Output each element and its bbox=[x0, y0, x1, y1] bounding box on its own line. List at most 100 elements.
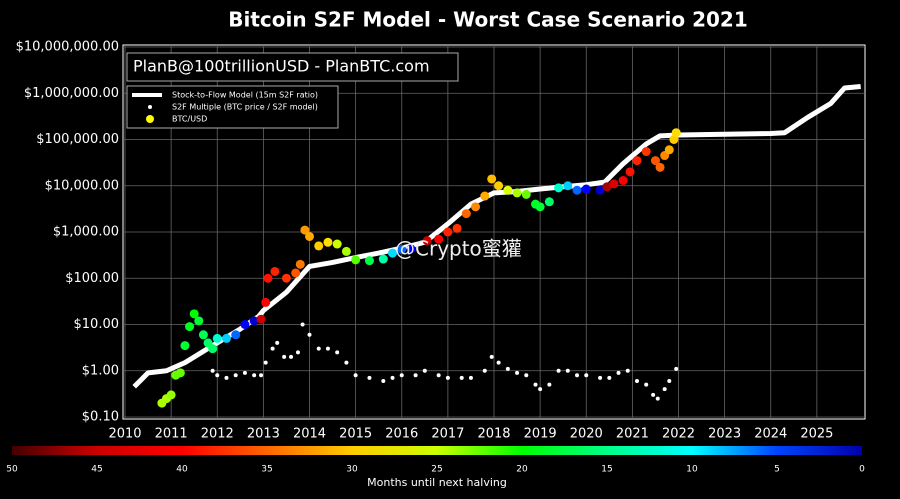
multiple-point bbox=[655, 396, 660, 401]
multiple-point bbox=[436, 373, 441, 378]
y-tick-label: $1,000,000.00 bbox=[24, 86, 119, 101]
price-point bbox=[406, 244, 416, 254]
multiple-point bbox=[252, 373, 257, 378]
legend-swatch bbox=[146, 115, 154, 123]
price-point bbox=[494, 181, 504, 191]
legend-box bbox=[126, 85, 339, 129]
colorbar-tick-label: 5 bbox=[774, 465, 780, 475]
price-point bbox=[512, 188, 522, 198]
colorbar-tick-label: 0 bbox=[859, 465, 865, 475]
multiple-point bbox=[584, 373, 589, 378]
multiple-point bbox=[533, 382, 538, 387]
colorbar-label: Months until next halving bbox=[367, 476, 507, 489]
y-tick-label: $10.00 bbox=[74, 317, 120, 332]
y-tick-label: $10,000.00 bbox=[45, 178, 119, 193]
multiple-point bbox=[524, 373, 529, 378]
price-point bbox=[166, 390, 176, 400]
multiple-point bbox=[674, 366, 679, 371]
price-point bbox=[521, 189, 531, 199]
multiple-point bbox=[505, 366, 510, 371]
multiple-point bbox=[289, 354, 294, 359]
watermark: @Crypto蜜獾 bbox=[395, 237, 522, 261]
multiple-point bbox=[390, 375, 395, 380]
multiple-point bbox=[644, 382, 649, 387]
multiple-point bbox=[634, 379, 639, 384]
x-tick-label: 2023 bbox=[708, 427, 741, 442]
price-point bbox=[249, 316, 259, 326]
price-point bbox=[572, 185, 582, 195]
multiple-point bbox=[667, 379, 672, 384]
price-point bbox=[180, 341, 190, 351]
multiple-point bbox=[575, 373, 580, 378]
multiple-point bbox=[607, 375, 612, 380]
multiple-point bbox=[344, 360, 349, 365]
x-tick-label: 2020 bbox=[570, 427, 603, 442]
multiple-point bbox=[259, 373, 264, 378]
y-tick-label: $10,000,000.00 bbox=[16, 40, 119, 55]
price-point bbox=[563, 181, 573, 191]
price-point bbox=[554, 183, 564, 193]
price-point bbox=[240, 320, 250, 329]
price-point bbox=[595, 185, 605, 195]
multiple-point bbox=[282, 354, 287, 359]
colorbar-tick-label: 40 bbox=[176, 465, 188, 475]
price-point bbox=[625, 167, 635, 177]
multiple-point bbox=[565, 368, 570, 373]
colorbar bbox=[12, 446, 862, 455]
x-tick-label: 2012 bbox=[201, 427, 234, 442]
price-point bbox=[263, 273, 273, 283]
multiple-point bbox=[413, 373, 418, 378]
multiple-point bbox=[482, 368, 487, 373]
multiple-point bbox=[538, 387, 543, 392]
price-point bbox=[471, 202, 481, 212]
price-point bbox=[261, 297, 271, 307]
colorbar-tick-label: 25 bbox=[431, 465, 442, 475]
x-tick-label: 2018 bbox=[477, 427, 510, 442]
price-point bbox=[503, 185, 513, 195]
multiple-point bbox=[381, 379, 386, 384]
multiple-point bbox=[270, 346, 275, 351]
x-tick-label: 2010 bbox=[108, 427, 141, 442]
x-tick-label: 2011 bbox=[155, 427, 188, 442]
annotation: PlanB@100trillionUSD - PlanBTC.com bbox=[133, 57, 430, 76]
price-point bbox=[480, 191, 490, 201]
x-tick-label: 2014 bbox=[293, 427, 326, 442]
x-tick-label: 2015 bbox=[339, 427, 372, 442]
price-point bbox=[256, 314, 266, 324]
price-point bbox=[664, 145, 674, 155]
price-point bbox=[295, 259, 305, 269]
multiple-point bbox=[489, 354, 494, 359]
multiple-point bbox=[515, 370, 520, 375]
price-point bbox=[198, 330, 208, 340]
price-point bbox=[641, 147, 651, 157]
legend-swatch bbox=[148, 105, 152, 109]
colorbar-tick-label: 50 bbox=[6, 465, 18, 475]
price-point bbox=[443, 227, 453, 237]
legend-label: Stock-to-Flow Model (15m S2F ratio) bbox=[172, 91, 318, 100]
multiple-point bbox=[547, 382, 552, 387]
multiple-point bbox=[233, 373, 238, 378]
multiple-point bbox=[242, 370, 247, 375]
colorbar-tick-label: 30 bbox=[346, 465, 358, 475]
price-point bbox=[281, 273, 291, 283]
x-tick-label: 2016 bbox=[385, 427, 418, 442]
price-point bbox=[452, 223, 462, 233]
multiple-point bbox=[367, 375, 372, 380]
colorbar-tick-label: 35 bbox=[261, 465, 272, 475]
x-tick-label: 2025 bbox=[800, 427, 833, 442]
multiple-point bbox=[496, 360, 501, 365]
price-point bbox=[581, 184, 591, 194]
price-point bbox=[212, 333, 222, 343]
price-point bbox=[669, 135, 679, 144]
multiple-point bbox=[459, 375, 464, 380]
colorbar-tick-label: 15 bbox=[601, 465, 612, 475]
y-tick-label: $1.00 bbox=[82, 363, 119, 378]
legend-label: BTC/USD bbox=[172, 115, 207, 124]
price-point bbox=[194, 316, 204, 326]
colorbar-tick-label: 45 bbox=[91, 465, 102, 475]
multiple-point bbox=[215, 373, 220, 378]
price-point bbox=[671, 128, 681, 138]
price-point bbox=[231, 330, 241, 340]
